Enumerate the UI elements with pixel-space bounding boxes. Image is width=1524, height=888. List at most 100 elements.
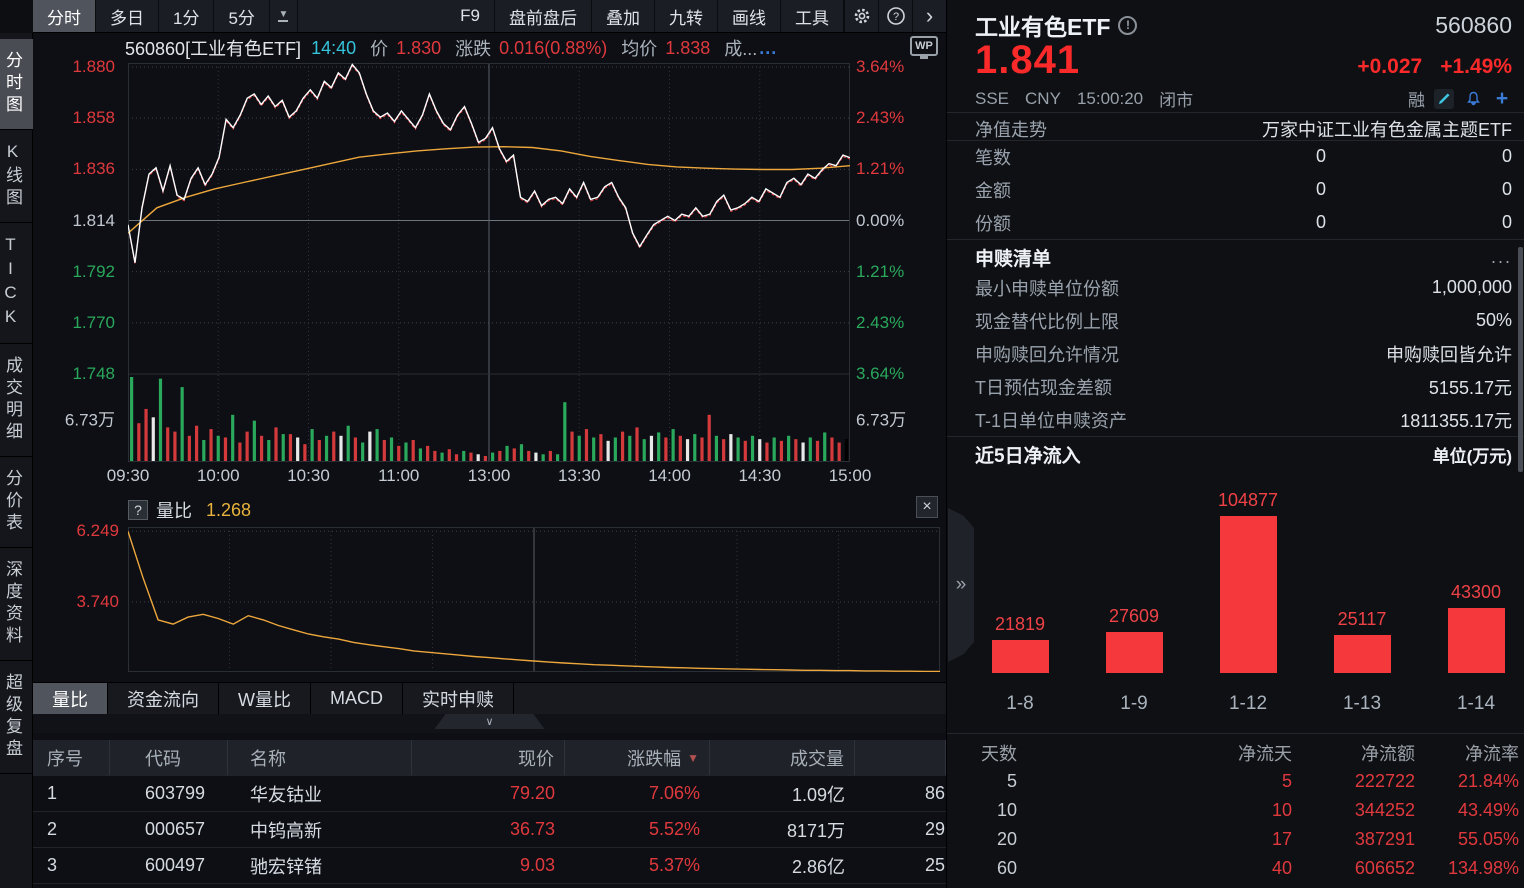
volume-bar [252,420,256,461]
toolbar-button-盘前盘后[interactable]: 盘前盘后 [495,0,592,32]
period-tab-1分[interactable]: 1分 [159,0,215,32]
volume-bar [519,444,524,461]
price-line [127,63,851,263]
volume-bar [563,402,567,461]
netflow-bar-group: 25117 [1305,609,1419,673]
volume-bar [693,434,697,461]
volume-bar [729,434,733,461]
liangbi-subchart[interactable]: ? 量比 1.268 × 6.249 3.740 [33,492,946,682]
volume-bar [332,431,336,461]
stock-cell: 600497 [145,855,206,875]
netflow-table-row[interactable]: 10 10 344252 43.49% [947,796,1524,825]
more-button[interactable]: ... [1490,247,1512,267]
sidebar-item-TICK[interactable]: TICK [0,223,33,344]
stock-col-header-label: 序号 [47,748,83,769]
sidebar-item-K线图[interactable]: K线图 [0,130,33,223]
volume-bar [758,439,762,461]
netflow-table-row[interactable]: 60 40 606652 134.98% [947,854,1524,883]
price-volume-plot[interactable] [127,63,851,462]
volume-bar [404,442,408,461]
toolbar-button-画线[interactable]: 画线 [718,0,781,32]
panel-collapse-handle[interactable]: » [948,508,974,662]
volume-bar [462,450,466,461]
volume-bar [534,452,538,461]
toolbar-button-工具[interactable]: 工具 [781,0,844,32]
volume-bar [714,435,719,461]
sidebar-item-深度资料[interactable]: 深度资料 [0,548,33,661]
netflow-bar-value: 43300 [1450,582,1502,602]
scrollbar-thumb[interactable] [1518,247,1523,472]
sidebar-item-超级复盘[interactable]: 超级复盘 [0,661,33,774]
netflow-cell: 43.49% [1457,800,1519,820]
netflow-bar-category: 1-14 [1456,693,1496,714]
intraday-chart-area[interactable]: 1.880 1.858 1.836 1.814 1.792 1.770 1.748 6.73万… [33,57,946,462]
left-sidebar: 分时图 K线图 TICK 成交明细 分价表 深度资料 超级复盘 [0,33,33,888]
netflow-table-row[interactable]: 20 17 387291 55.05% [947,825,1524,854]
liangbi-plot[interactable] [127,527,940,673]
collapse-handle[interactable]: ∨ [434,714,545,729]
subchart-title: 量比 [156,501,192,521]
time-label-13:00: 13:00 [467,466,511,485]
toolbar-button-F9[interactable]: F9 [446,0,495,32]
volume-bar [541,454,545,461]
sidebar-item-分价表[interactable]: 分价表 [0,457,33,548]
stock-col-header[interactable]: 代码 [110,740,228,775]
stock-cell: 中钨高新 [250,820,322,841]
volume-bar [173,431,177,461]
stock-table-header: 序号 代码 名称 现价 涨跌幅 ▼ 成交量 [33,740,946,776]
info-row-label: 金额 [975,180,1011,201]
volume-bar [700,437,704,461]
netflow-bar-group: 104877 [1191,490,1305,673]
indicator-tab-MACD[interactable]: MACD [311,683,403,714]
constituent-stock-table: 序号 代码 名称 现价 涨跌幅 ▼ 成交量 1 603799 华友钴业 79.20 7.06% 1.09… [33,733,946,888]
period-tab-分时[interactable]: 分时 [33,0,96,32]
netflow-table-row[interactable]: 5 5 222722 21.84% [947,767,1524,796]
indicator-tab-量比[interactable]: 量比 [33,683,108,714]
wp-monitor-icon[interactable]: WP [910,36,938,59]
netflow-title: 近5日净流入 [975,446,1081,467]
volume-bar [491,452,495,461]
indicator-tab-资金流向[interactable]: 资金流向 [108,683,219,714]
period-tab-多日[interactable]: 多日 [96,0,159,32]
stock-col-header[interactable]: 涨跌幅 ▼ [565,740,710,775]
edit-pencil-icon[interactable] [1434,88,1454,109]
sidebar-item-分时图[interactable]: 分时图 [0,39,33,130]
period-dropdown-button[interactable]: ▼ [270,0,298,32]
stock-col-header[interactable] [855,740,946,775]
stock-col-header[interactable]: 名称 [228,740,412,775]
subscribe-row-value: 1,000,000 [1431,277,1512,297]
alert-bell-icon[interactable] [1463,89,1483,109]
indicator-tab-实时申赎[interactable]: 实时申赎 [403,683,514,714]
toolbar-button-九转[interactable]: 九转 [655,0,718,32]
volume-dots: ... [759,37,778,58]
netflow-cell: 20 [996,829,1017,849]
stock-table-row[interactable]: 2 000657 中钨高新 36.73 5.52% 8171万 29 [33,812,946,848]
next-arrow-icon[interactable]: › [912,0,946,32]
chart-time: 14:40 [311,37,357,58]
info-icon[interactable]: ! [1118,15,1138,35]
axis-percent-label: 0.00% [856,210,905,230]
volume-bar [303,444,307,461]
stock-table-row[interactable]: 1 603799 华友钴业 79.20 7.06% 1.09亿 86 [33,776,946,812]
netflow-col-header: 净流额 [1361,743,1415,764]
sidebar-item-成交明细[interactable]: 成交明细 [0,344,33,457]
time-axis: 09:30 10:00 10:30 11:00 13:00 13:30 14:00 14:30… [33,462,946,492]
stock-col-header[interactable]: 现价 [412,740,565,775]
add-plus-icon[interactable]: + [1495,86,1509,110]
subscribe-row-label: 现金替代比例上限 [975,311,1119,332]
stock-table-row[interactable]: 3 600497 驰宏锌锗 9.03 5.37% 2.86亿 25 [33,848,946,884]
stock-col-header[interactable]: 成交量 [710,740,855,775]
indicator-tab-W量比[interactable]: W量比 [219,683,311,714]
toolbar-button-叠加[interactable]: 叠加 [592,0,655,32]
gear-icon[interactable] [844,0,878,32]
netflow-bar-category: 1-12 [1228,693,1268,714]
volume-bar [722,439,726,461]
period-tab-5分[interactable]: 5分 [214,0,270,32]
help-icon[interactable]: ? [128,500,148,520]
stock-col-header[interactable]: 序号 [33,740,110,775]
volume-bar [245,431,249,461]
volume-bar [772,437,776,461]
close-icon[interactable]: × [916,496,938,518]
help-icon[interactable]: ? [878,0,912,32]
netflow-bar-group: 27609 [1077,606,1191,673]
